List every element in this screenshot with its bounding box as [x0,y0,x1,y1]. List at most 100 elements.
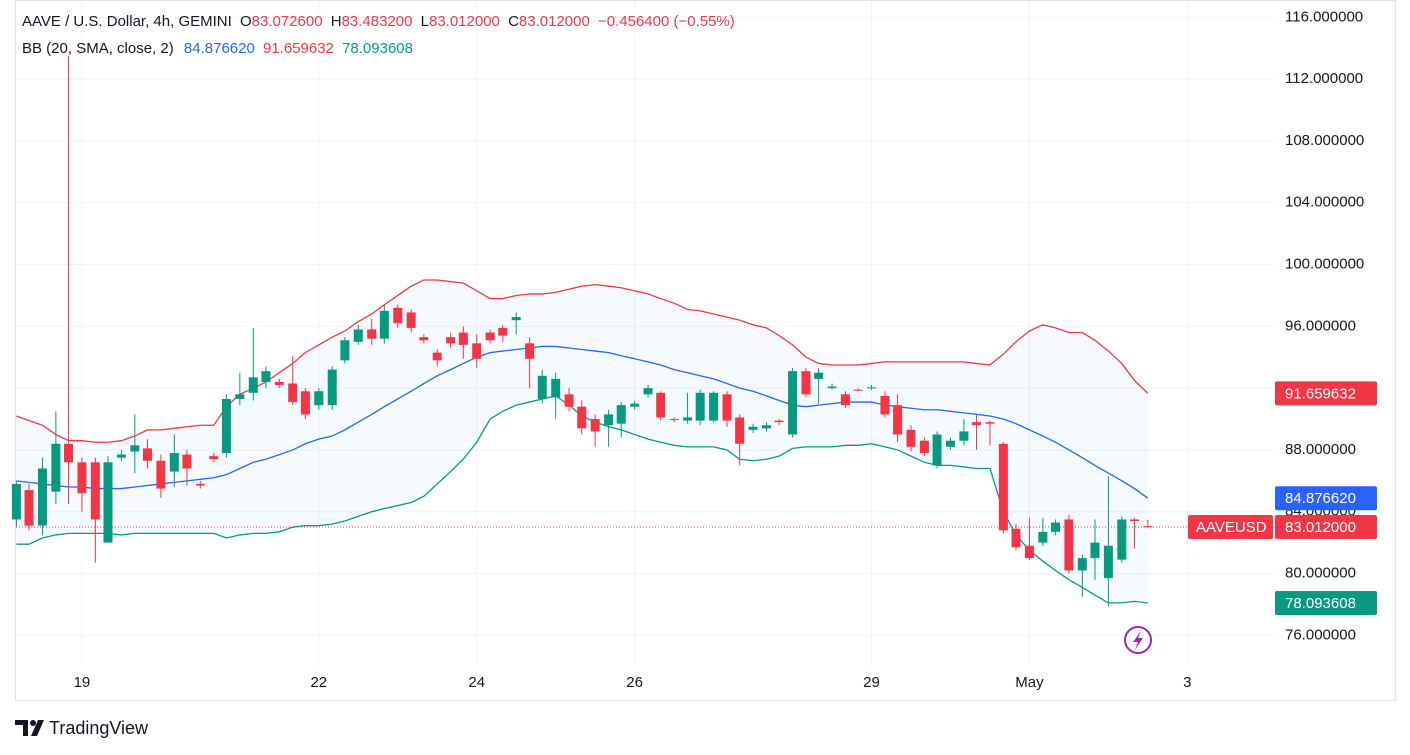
candle-body [1103,545,1113,579]
candle-body [656,392,666,418]
candle-body [722,394,732,421]
price-badge [1275,590,1377,615]
candle-body [1129,519,1139,522]
candle-body [735,417,745,444]
brand-logo: TradingView [15,718,149,738]
candle-body [604,414,614,426]
candle-body [880,395,890,415]
replay-icon[interactable] [1124,626,1152,654]
candle-body [695,392,705,421]
logo-mark [31,720,44,736]
symbol-badge-label: AAVEUSD [1196,519,1267,536]
icon-bolt [1133,631,1143,650]
candle-body [235,394,245,399]
candle-body [261,371,271,382]
candle-body [90,462,100,520]
y-tick-label: 104.000000 [1285,194,1364,211]
candle-body [458,332,468,345]
candle-body [683,417,693,421]
logo-mark [30,720,36,726]
candle-body [1024,545,1034,559]
candle-body [669,419,679,421]
indicator-value: 84.876620 [184,40,255,57]
candle-body [985,422,995,424]
x-tick-label: May [1015,674,1044,691]
candle-body [37,468,47,526]
candle-body [314,391,324,406]
candle-body [616,405,626,424]
candle-body [630,403,640,407]
indicator: BB (20, SMA, close, 2) [22,40,174,57]
y-tick-label: 108.000000 [1285,132,1364,149]
x-tick-label: 19 [74,674,91,691]
symbol: AAVE / U.S. Dollar, 4h, GEMINI [22,13,232,30]
candle-body [472,343,482,359]
band-fill [16,280,1148,603]
candle-body [51,443,61,492]
candle-body [393,307,403,324]
y-tick-label: 100.000000 [1285,256,1364,273]
candle-body [64,443,74,463]
candle-body [932,434,942,466]
candle-body [827,386,837,389]
candle-body [788,371,798,435]
x-tick-label: 24 [468,674,485,691]
ohlc-key: C [508,13,519,30]
candle-body [288,383,298,403]
candle-body [130,445,140,452]
price-badge-label: 84.876620 [1285,490,1356,507]
candle-body [1117,519,1127,560]
indicator-line: BB (20, SMA, close, 2) 84.876620 91.6596… [22,40,413,57]
candle-body [801,371,811,395]
candle-body [209,456,219,460]
logo-mark [15,720,28,736]
candle-body [485,332,495,341]
candle-body [379,310,389,339]
legend-line: AAVE / U.S. Dollar, 4h, GEMINI O83.07260… [22,13,735,30]
ohlc-value: 83.012000 [519,13,590,30]
candle-body [419,337,429,341]
candle-body [353,329,363,342]
candle-body [300,391,310,415]
brand: TradingView [49,718,149,738]
grid [16,1,1275,665]
y-tick-label: 116.000000 [1285,8,1363,25]
indicator-value: 91.659632 [263,40,334,57]
candle-body [406,312,416,328]
candle-body [340,340,350,361]
candle-body [274,381,284,386]
candle-body [643,388,653,395]
candle-body [867,387,877,389]
change: −0.456400 (−0.55%) [598,13,735,30]
candle-body [248,377,258,393]
candle-body [853,389,863,391]
band-line [16,345,1149,499]
x-tick-label: 29 [863,674,880,691]
chart-frame [15,0,1396,701]
candle-body [762,425,772,429]
x-tick-label: 3 [1183,674,1191,691]
candle-body [432,352,442,361]
band-line [16,279,1149,443]
candle-body [972,422,982,426]
candle-body [537,375,547,399]
candle-body [748,426,758,430]
y-tick-label: 76.000000 [1285,626,1356,643]
symbol-badge [1188,515,1273,540]
candle-body [327,369,337,406]
candle-body [498,327,508,336]
ohlc-value: 83.483200 [342,13,413,30]
candle-body [945,440,955,447]
candle-body [11,483,21,520]
candle-body [511,317,521,321]
ohlc-value: 83.012000 [429,13,500,30]
y-tick-label: 96.000000 [1285,317,1356,334]
candle-body [1090,542,1100,559]
candle-body [116,454,126,458]
y-tick-label: 80.000000 [1285,565,1356,582]
icon-ring [1124,626,1152,654]
candle-body [1038,531,1048,543]
price-badge-label: 78.093608 [1285,595,1356,612]
candle-body [840,394,850,406]
